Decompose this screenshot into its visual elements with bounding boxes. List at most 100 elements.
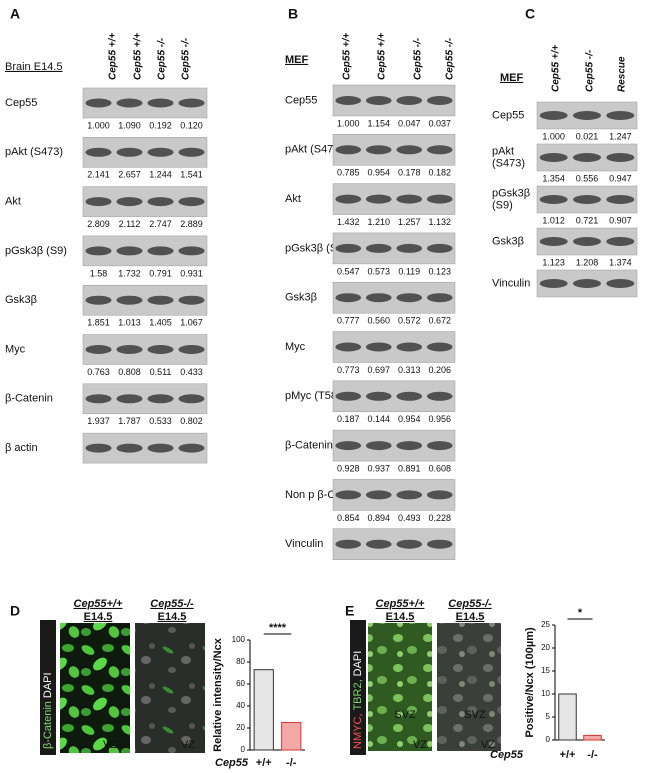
x-tick-label: +/+ — [560, 749, 576, 761]
quantification: 0.907 — [609, 215, 632, 225]
quantification: 1.541 — [180, 170, 203, 180]
quantification: 0.785 — [337, 168, 360, 178]
blot-band — [426, 391, 453, 401]
blot-band — [335, 441, 362, 451]
blot-band — [335, 243, 362, 253]
blot-band — [365, 293, 392, 303]
image-header: E14.5 — [158, 611, 187, 623]
column-header: Cep55 +/+ — [133, 33, 144, 80]
blot-band — [426, 293, 453, 303]
blot-band — [147, 197, 174, 207]
blot-band — [116, 443, 143, 453]
quantification: 0.556 — [576, 173, 599, 183]
y-tick-label: 0 — [241, 745, 246, 754]
column-header: Cep55 +/+ — [551, 45, 562, 92]
blot-band — [573, 195, 601, 204]
blot-band — [116, 246, 143, 256]
quantification: 2.657 — [118, 170, 141, 180]
quantification: 0.854 — [337, 513, 360, 523]
blot-band — [365, 391, 392, 401]
quantification: 1.58 — [90, 268, 108, 278]
y-tick-label: 40 — [236, 701, 245, 710]
image-header: E14.5 — [386, 611, 415, 623]
blot-band — [335, 145, 362, 155]
row-label: Myc — [285, 341, 306, 353]
x-tick-label: +/+ — [256, 757, 272, 769]
y-tick-label: 60 — [236, 679, 245, 688]
blot-band — [147, 98, 174, 108]
region-label: VZ — [181, 739, 195, 751]
blot-band — [606, 279, 635, 288]
row-label: pMyc (T58) — [285, 390, 341, 402]
quantification: 2.809 — [87, 219, 110, 229]
quantification: 0.493 — [398, 513, 421, 523]
row-label: pGsk3β (S9) — [5, 245, 67, 257]
y-tick-label: 80 — [236, 657, 245, 666]
bar — [558, 693, 577, 741]
blot-band — [426, 490, 453, 500]
quantification: 0.937 — [367, 463, 390, 473]
column-header: Cep55 -/- — [157, 37, 168, 80]
quantification: 0.802 — [180, 416, 203, 426]
row-label: Gsk3β — [5, 294, 37, 306]
quantification: 0.608 — [428, 463, 451, 473]
quantification: 0.928 — [337, 463, 360, 473]
blot-band — [606, 153, 635, 162]
image-header: E14.5 — [84, 611, 113, 623]
blot-band — [178, 345, 205, 354]
quantification: 0.891 — [398, 463, 421, 473]
blot-band — [426, 145, 453, 155]
blot-band — [365, 490, 392, 500]
blot-band — [335, 194, 362, 204]
quantification: 0.182 — [428, 168, 451, 178]
blot-band — [365, 539, 392, 549]
blot-band — [85, 345, 112, 354]
y-tick-label: 20 — [541, 643, 550, 652]
image-header: Cep55-/- — [150, 598, 194, 610]
region-label: SVZ — [394, 709, 416, 721]
quantification: 0.123 — [428, 266, 451, 276]
side-label-part: DAPI — [42, 672, 54, 698]
blot-band — [396, 539, 423, 549]
quantification: 1.787 — [118, 416, 141, 426]
quantification: 2.112 — [119, 219, 141, 229]
quantification: 1.013 — [118, 318, 141, 328]
blot-band — [426, 539, 453, 549]
quantification: 0.777 — [337, 316, 360, 326]
blot-band — [396, 194, 423, 204]
y-tick-label: 0 — [546, 735, 551, 744]
row-label: Cep55 — [492, 109, 524, 121]
blot-band — [365, 243, 392, 253]
region-label: VZ — [103, 739, 117, 751]
blot-band — [85, 197, 112, 207]
blot-band — [335, 490, 362, 500]
blot-band — [396, 243, 423, 253]
blot-band — [116, 345, 143, 354]
y-tick-label: 5 — [546, 712, 551, 721]
blot-band — [396, 490, 423, 500]
blot-band — [335, 539, 362, 549]
significance: * — [578, 607, 583, 619]
blot-band — [426, 441, 453, 451]
quantification: 0.547 — [337, 266, 360, 276]
row-label: Gsk3β — [285, 292, 317, 304]
quantification: 1.851 — [87, 318, 110, 328]
quantification: 0.533 — [149, 416, 172, 426]
blot-band — [573, 111, 601, 120]
quantification: 1.090 — [118, 120, 141, 130]
blot-band — [116, 98, 143, 108]
blot-band — [116, 197, 143, 207]
quantification: 0.119 — [398, 266, 420, 276]
blot-band — [116, 295, 143, 305]
blot-band — [335, 342, 362, 352]
column-header: Cep55 +/+ — [377, 33, 388, 80]
micrograph — [368, 623, 432, 751]
column-header: Cep55 -/- — [445, 37, 456, 80]
blot-band — [147, 394, 174, 404]
y-tick-label: 20 — [236, 723, 245, 732]
quantification: 0.773 — [337, 365, 360, 375]
micrograph — [437, 623, 501, 751]
y-tick-label: 15 — [541, 666, 550, 675]
quantification: 0.763 — [87, 367, 110, 377]
